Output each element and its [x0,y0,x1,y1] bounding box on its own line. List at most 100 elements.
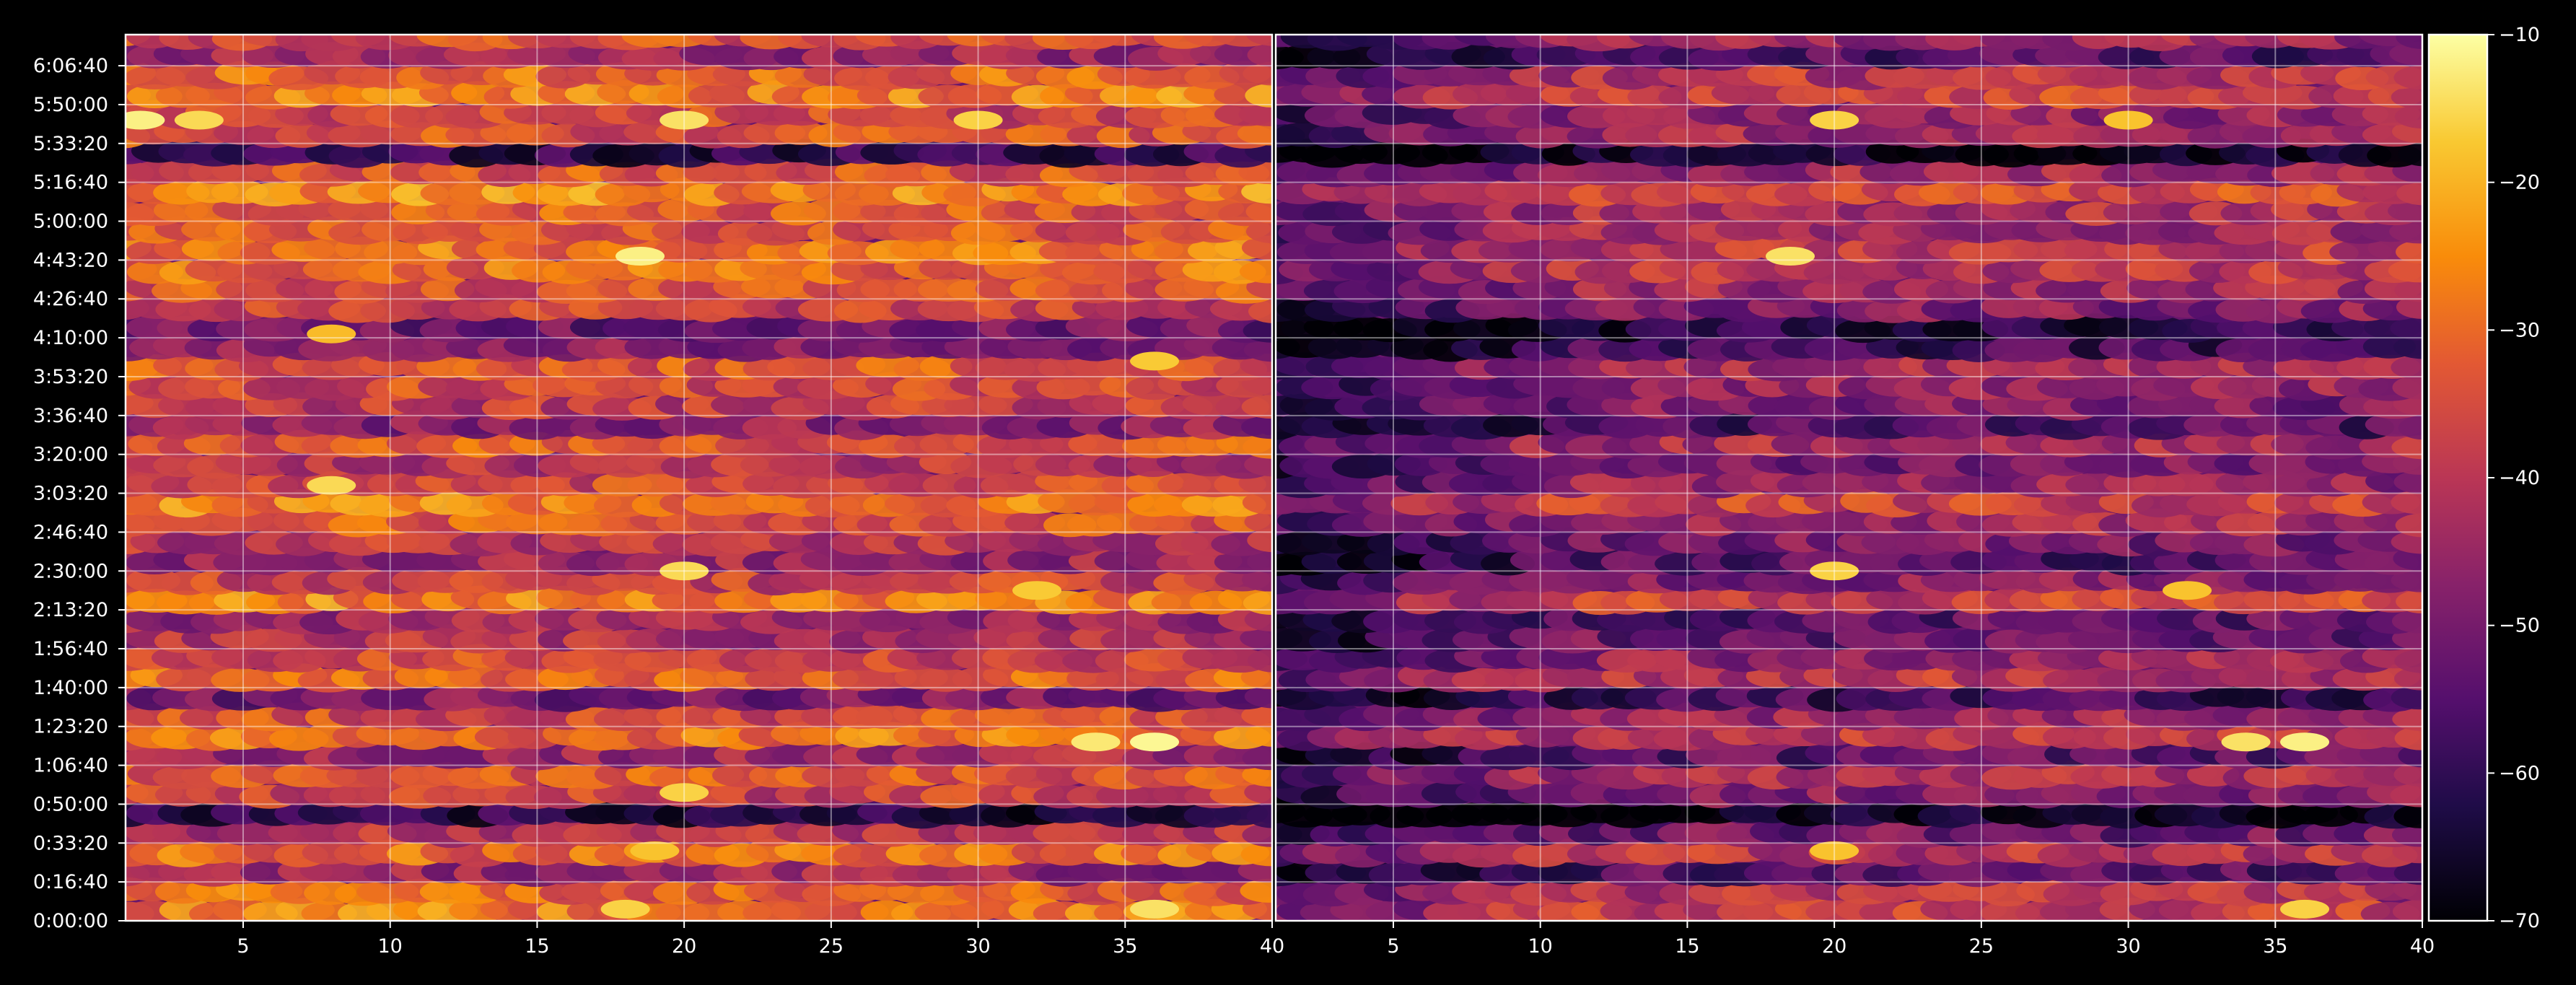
heatmap-cell [2394,105,2422,129]
colorbar-tick-label: −20 [2499,172,2540,194]
heatmap-cell [2390,783,2422,807]
panel-frame-1 [124,33,1274,922]
heatmap-hotspot [1130,899,1180,919]
y-tick-label: 2:30:00 [33,560,108,582]
heatmap-hotspot [174,110,224,130]
x-tick-label: 15 [1675,935,1699,958]
heatmap-hotspot [2280,732,2330,752]
x-tick-label: 15 [525,935,549,958]
y-tick-label: 3:53:20 [33,366,108,388]
heatmap-cell [2393,804,2422,828]
heatmap-cell [2396,590,2422,614]
heatmap-cell [1241,415,1272,439]
colorbar-tick-label: −60 [2499,762,2540,784]
y-tick-label: 3:03:20 [33,483,108,505]
heatmap-cell [1240,626,1272,650]
heatmap-cell [1241,567,1272,592]
heatmap-cell [2391,355,2422,380]
heatmap-panels [126,35,2422,921]
heatmap-cell [2391,609,2422,634]
heatmap-cell [2388,258,2422,283]
heatmap-cell [2393,470,2422,494]
colorbar-tick-label: −30 [2499,319,2540,341]
y-tick-label: 6:06:40 [33,55,108,77]
heatmap-cell [2396,181,2422,206]
heatmap-cell [1242,745,1272,771]
heatmap-cell [1238,102,1272,126]
x-tick-label: 10 [378,935,403,958]
heatmap-hotspot [307,324,356,343]
heatmap-cell [1242,823,1272,847]
x-tick-label: 40 [1260,935,1284,958]
heatmap-cell [2391,823,2422,847]
x-tick-label: 30 [965,935,990,958]
colorbar-gradient [2427,33,2489,922]
heatmap-cell [1244,684,1272,709]
heatmap-hotspot [1012,581,1062,600]
x-tick-label: 40 [2410,935,2435,958]
heatmap-cell [2390,316,2422,341]
x-tick-label: 25 [1969,935,1994,958]
heatmap-cell [1241,395,1272,419]
heatmap-hotspot [660,110,709,130]
heatmap-cell [1247,549,1272,574]
heatmap-cell [1240,878,1272,903]
heatmap-hotspot [1810,110,1859,130]
heatmap-cell [2393,861,2422,885]
heatmap-cell [2391,686,2422,710]
heatmap-cell [2398,416,2422,440]
heatmap-hotspot [630,841,680,861]
heatmap-hotspot [615,247,665,266]
heatmap-cell [1245,722,1272,747]
heatmap-cell [2396,240,2422,264]
heatmap-cell [2394,649,2422,673]
heatmap-cell [2395,513,2422,538]
heatmap-hotspot [660,561,709,581]
y-tick-label: 0:16:40 [33,871,108,893]
heatmap-cell [2393,762,2422,787]
heatmap-hotspot [600,899,650,919]
x-tick-label: 25 [819,935,844,958]
heatmap-cell [1247,528,1272,553]
heatmap-cell [2392,899,2422,921]
y-tick-label: 2:13:20 [33,599,108,621]
heatmap-cell [2389,219,2422,244]
heatmap-cell [1247,648,1272,673]
x-tick-label: 5 [237,935,249,958]
heatmap-cell [2391,85,2422,110]
colorbar-tick-label: −40 [2499,467,2540,489]
heatmap-hotspot [1130,732,1180,752]
heatmap-hotspot [1766,247,1815,266]
heatmap-cell [1247,43,1272,67]
x-tick-label: 30 [2116,935,2140,958]
heatmap-hotspot [1130,351,1180,371]
y-tick-label: 3:36:40 [33,405,108,427]
heatmap-cell [1237,121,1272,146]
heatmap-cell [2393,335,2422,359]
heatmap-hotspot [2163,581,2212,600]
heatmap-cell [2394,726,2422,750]
x-tick-label: 35 [2263,935,2287,958]
heatmap-panel-1 [126,35,1272,921]
x-tick-label: 35 [1113,935,1137,958]
heatmap-cell [1243,318,1272,343]
heatmap-cell [1243,590,1272,616]
heatmap-hotspot [953,110,1003,130]
heatmap-cell [1241,704,1272,728]
panel-frame-2 [1274,33,2424,922]
heatmap-hotspot [2280,899,2330,919]
heatmap-cell [1246,804,1272,828]
heatmap-cell [1244,509,1272,534]
heatmap-cell [1243,61,1272,86]
y-tick-label: 1:40:00 [33,677,108,699]
heatmap-cell [1239,259,1272,284]
heatmap-cell [1241,180,1272,204]
y-tick-label: 3:20:00 [33,444,108,466]
heatmap-cell [1243,434,1272,459]
axes: 5 10 15 20 25 30 35 40 5 10 15 20 25 30 35 40 0:00:00 0:1… [33,33,2435,958]
heatmap-cell [2393,65,2422,89]
heatmap-cell [2398,142,2422,167]
y-tick-label: 0:50:00 [33,793,108,815]
